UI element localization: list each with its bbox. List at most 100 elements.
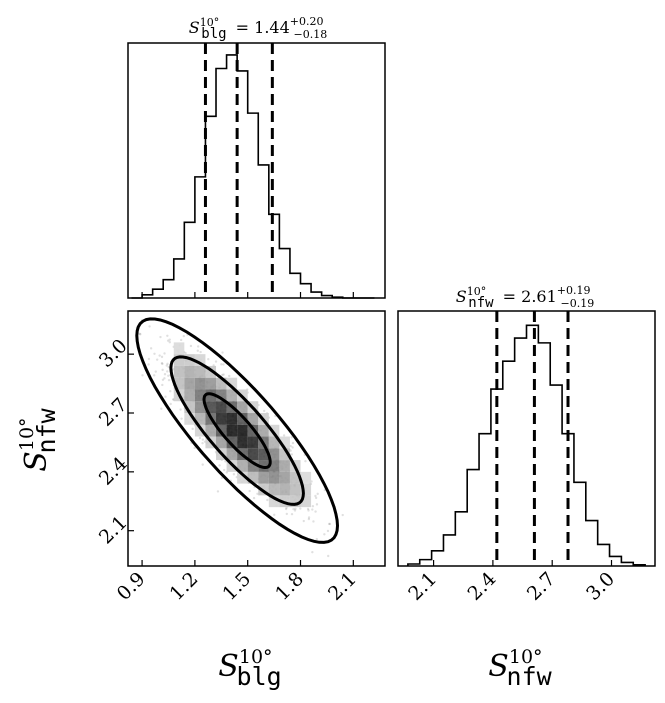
scatter-point [326,529,330,533]
scatter-point [290,512,294,516]
scatter-point [315,503,319,506]
panel-frame [127,42,386,299]
density-cell [237,424,248,437]
x-tick-label: 2.1 [324,568,361,605]
scatter-point [307,517,311,521]
scatter-point [159,335,162,339]
scatter-point [167,378,171,382]
scatter-point [214,360,218,363]
scatter-point [311,505,315,508]
scatter-point [328,522,332,526]
density-cell [216,401,227,413]
scatter-point [220,363,223,366]
scatter-point [307,516,311,519]
density-cell [300,471,312,484]
density-cell [237,401,248,413]
density-cell [258,424,269,437]
scatter-point [289,444,292,448]
scatter-point [189,344,193,348]
density-cell [268,460,280,472]
density-cell [226,448,238,461]
y-tick-label: 2.4 [95,453,132,490]
scatter-point [193,446,196,450]
density-cell [258,448,269,461]
y-tick-label: 2.1 [95,512,132,549]
scatter-point [293,509,297,512]
density-cell [268,471,280,484]
scatter-point [139,333,142,336]
scatter-point [222,373,225,376]
contours [135,317,340,544]
x-axis-label-nfw: S10° nfw [488,646,552,691]
scatter-point [289,449,292,452]
density-cell [216,389,227,402]
scatter-point [216,490,220,493]
histogram-steps [131,54,375,299]
scatter-point [164,395,167,398]
density-cell [247,460,259,472]
scatter-point [299,507,302,510]
scatter-point [196,349,199,352]
y-tick-label: 2.7 [95,394,132,431]
density-cell [173,354,185,366]
x-tick-label: 1.5 [218,568,255,605]
density-cell [279,436,290,449]
scatter-point [163,377,166,380]
scatter-point [169,402,172,406]
scatter-point [282,434,286,437]
x-tick-label: 1.2 [166,568,203,605]
scatter-point [316,492,319,496]
scatter-point [262,409,266,413]
scatter-point [220,476,224,480]
scatter-point [161,368,164,372]
scatter-point [290,453,294,456]
density-cell [226,413,238,425]
x-axis-label-blg: S10° blg [218,646,281,691]
scatter-point [196,345,200,348]
density-cell [279,460,290,472]
scatter-point [166,334,169,337]
scatter-point [110,307,112,309]
density-cell [194,413,206,425]
scatter-point [184,351,187,355]
scatter-point [311,508,314,511]
density-cell [184,389,195,402]
density-cell [173,365,185,378]
density-cell [184,413,195,425]
density-cell [194,389,206,402]
density-cell [205,401,217,413]
density-cell [247,413,259,425]
density-area [110,307,344,558]
density-cell [268,448,280,461]
x-tick-label: 3.0 [582,568,619,605]
density-cell [194,354,206,366]
density-cell [289,495,301,508]
scatter-point [327,522,331,526]
scatter-point [285,512,288,516]
density-cell [247,448,259,461]
scatter-point [147,357,151,361]
scatter-point [199,350,202,354]
density-cell [184,377,195,390]
blg-histogram-panel [127,42,386,299]
scatter-point [179,408,182,411]
scatter-point [179,338,183,342]
histogram-steps [407,324,646,566]
y-tick-label: 3.0 [95,335,132,372]
scatter-point [273,513,276,517]
x-tick-label: 2.7 [523,568,560,605]
density-cell [194,365,206,378]
scatter-point [294,507,297,511]
scatter-point [160,407,163,410]
scatter-point [149,347,153,350]
scatter-point [221,373,224,377]
scatter-point [169,390,172,393]
x-tick-label: 2.1 [404,568,441,605]
scatter-point [323,533,326,536]
density-cell [184,365,195,378]
scatter-point [147,363,150,366]
nfw-histogram-panel: 2.1 2.4 2.7 3.0 [397,310,656,605]
x-tick-label: 1.8 [271,568,308,605]
density-cell [237,471,248,484]
